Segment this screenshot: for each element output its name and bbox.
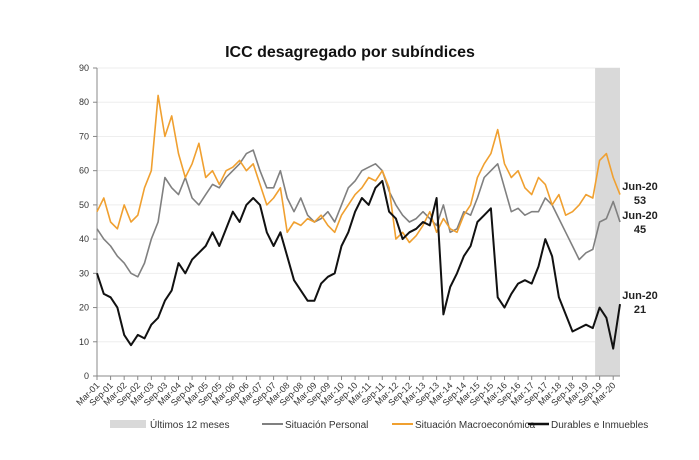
y-tick-label: 20 <box>79 303 89 313</box>
legend-label-personal: Situación Personal <box>285 420 368 431</box>
y-tick-label: 30 <box>79 268 89 278</box>
annotation-label: Jun-20 <box>622 290 657 302</box>
y-tick-label: 0 <box>84 371 89 381</box>
y-tick-label: 40 <box>79 234 89 244</box>
y-axis: 0 10 20 30 40 50 60 70 80 90 <box>79 63 98 381</box>
y-tick-label: 90 <box>79 63 89 73</box>
y-tick-label: 60 <box>79 166 89 176</box>
x-axis: Mar-01Sep-01Mar-02Sep-02Mar-03Sep-03Mar-… <box>74 375 620 408</box>
series-line-durables-e-inmuebles <box>96 179 621 350</box>
annotation-value: 53 <box>634 195 646 207</box>
annotation-durables: Jun-20 21 <box>622 290 657 316</box>
annotation-personal: Jun-20 45 <box>622 210 657 236</box>
annotation-label: Jun-20 <box>622 210 657 222</box>
series-line-situaci-n-macroecon-mica <box>96 94 621 244</box>
y-tick-label: 50 <box>79 200 89 210</box>
annotation-value: 21 <box>634 304 646 316</box>
y-tick-label: 80 <box>79 97 89 107</box>
legend-label-durables: Durables e Inmuebles <box>551 420 648 431</box>
legend-label-shaded: Últimos 12 meses <box>150 418 229 431</box>
annotation-value: 45 <box>634 224 646 236</box>
annotation-macro: Jun-20 53 <box>622 181 657 207</box>
y-tick-label: 70 <box>79 131 89 141</box>
legend-swatch-shaded <box>110 420 146 428</box>
y-tick-label: 10 <box>79 337 89 347</box>
chart-title: ICC desagregado por subíndices <box>225 44 475 61</box>
legend: Últimos 12 meses Situación Personal Situ… <box>110 418 648 431</box>
annotation-label: Jun-20 <box>622 181 657 193</box>
series-line-situaci-n-personal <box>96 149 621 278</box>
series-lines <box>96 94 621 350</box>
legend-label-macro: Situación Macroeconómica <box>415 420 535 431</box>
